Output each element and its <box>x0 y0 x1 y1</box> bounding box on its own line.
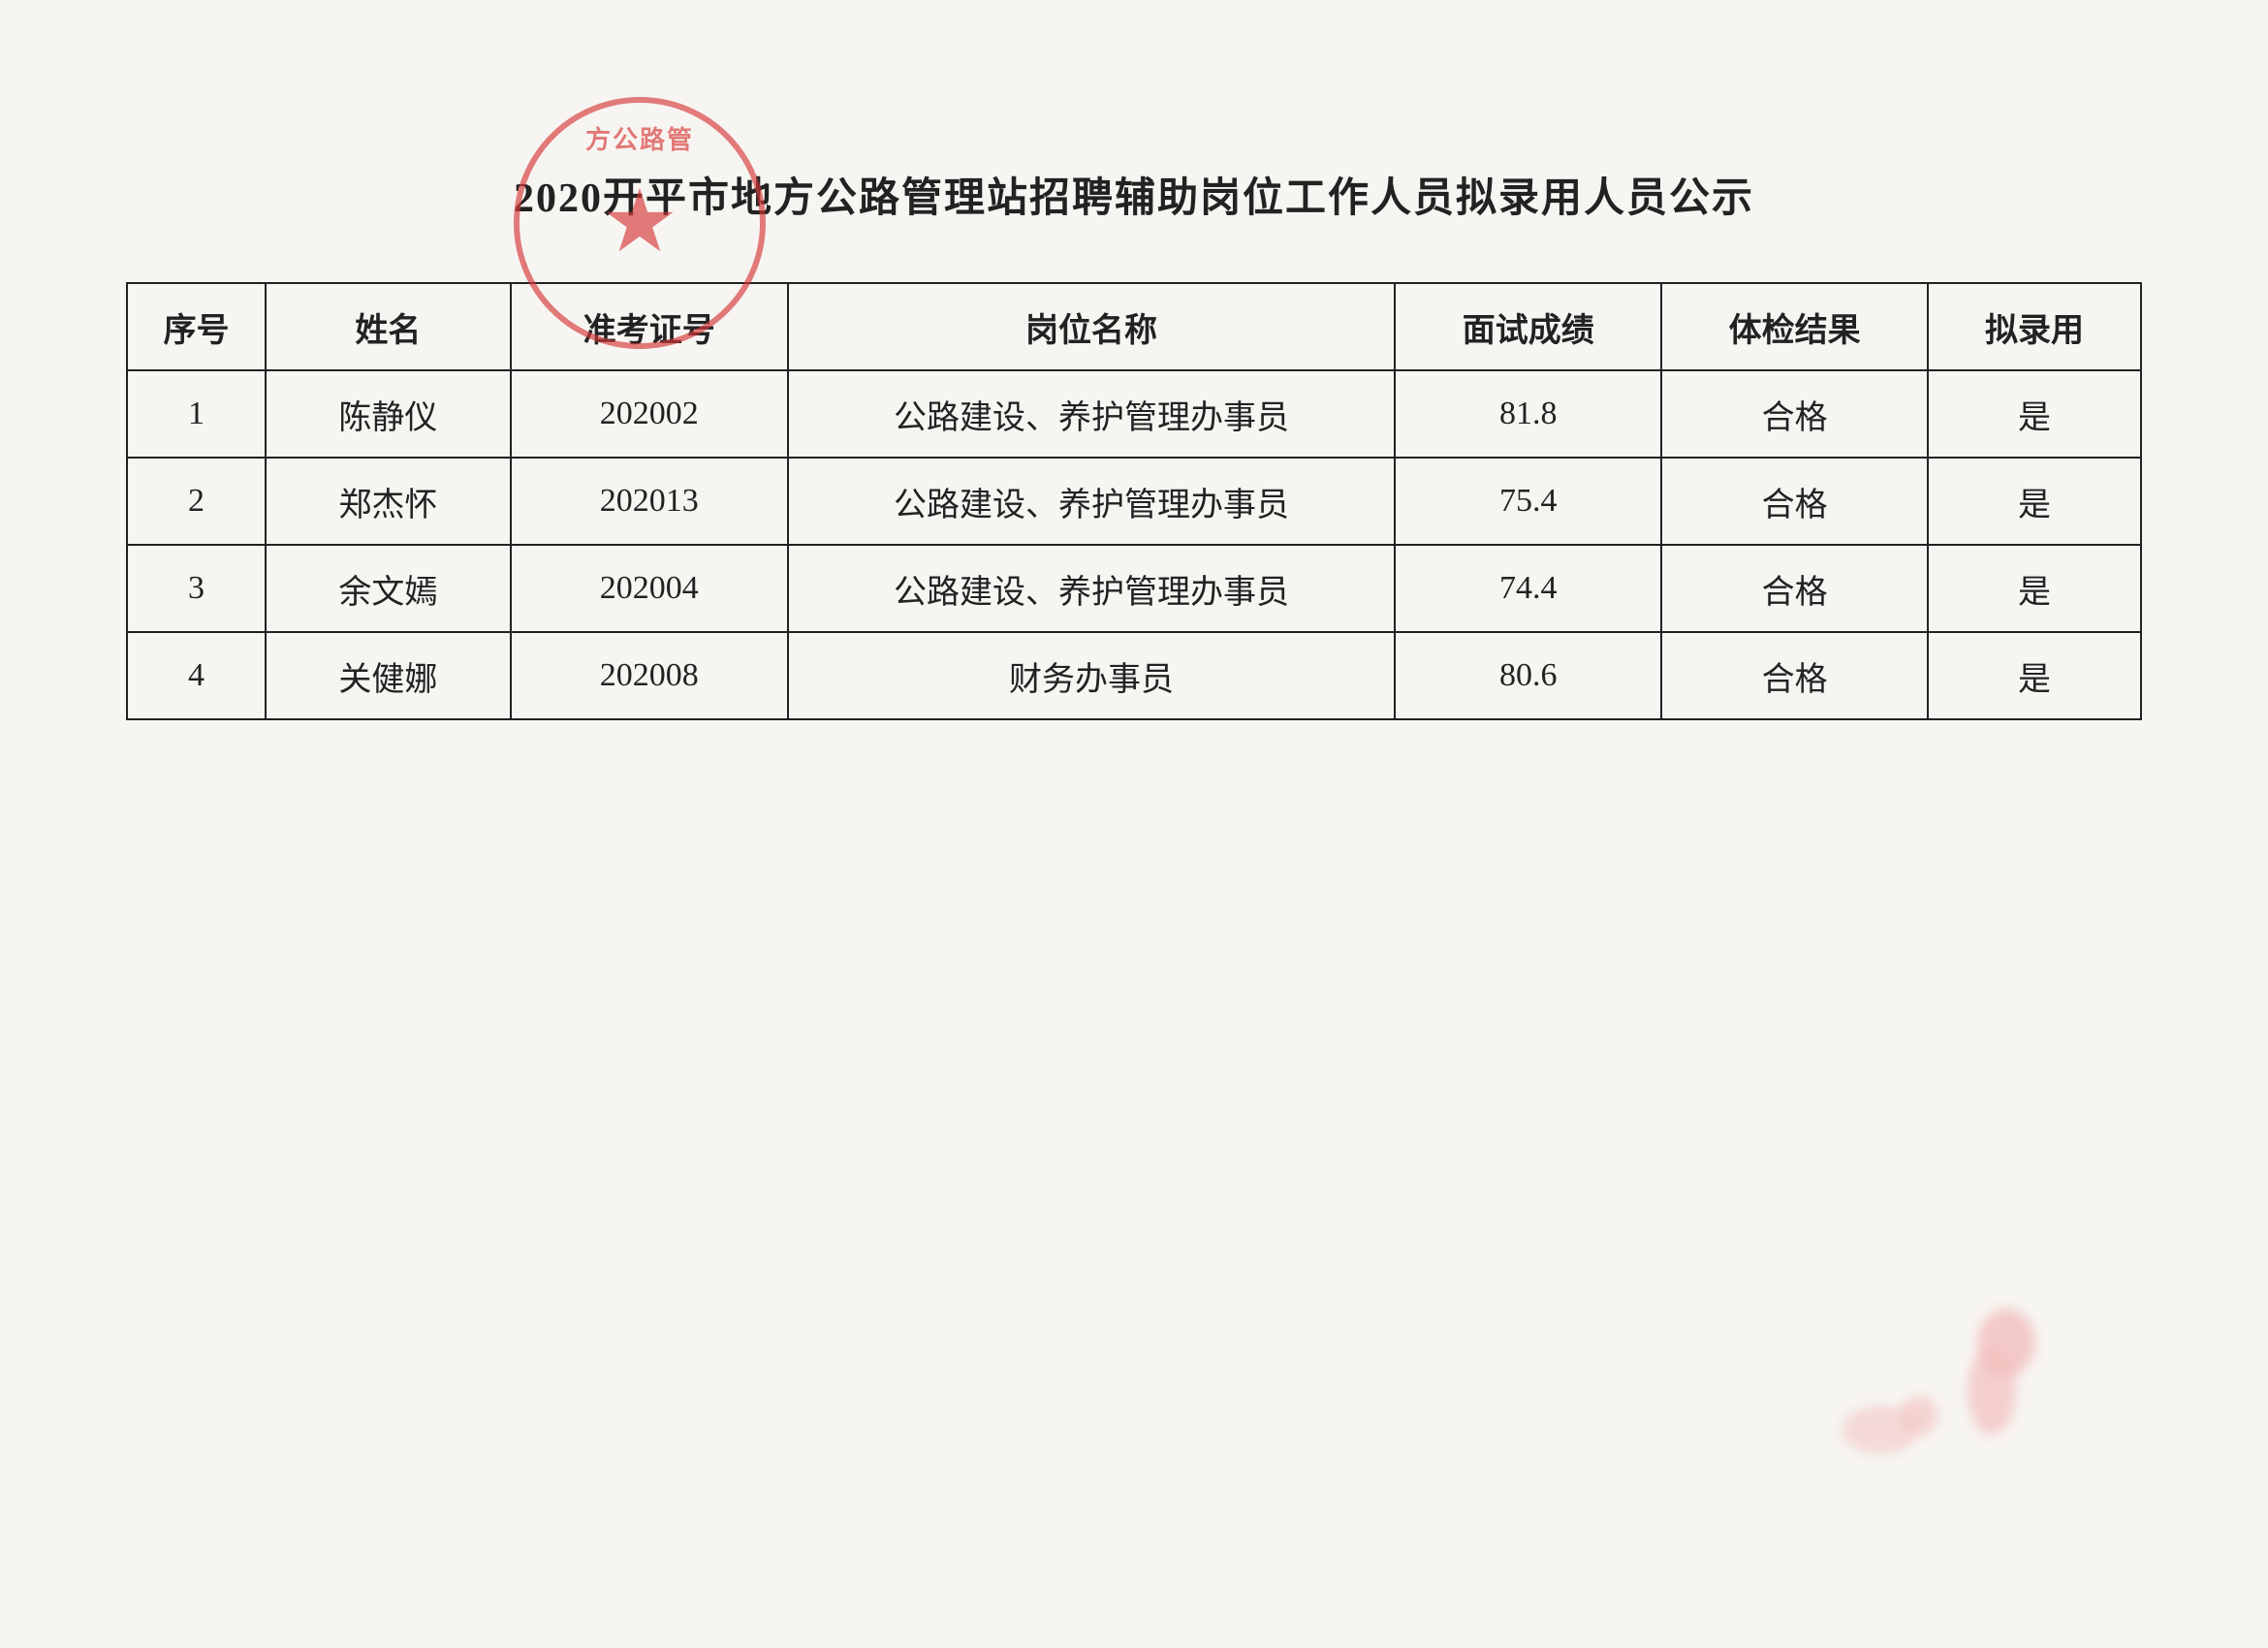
document-title: 2020开平市地方公路管理站招聘辅助岗位工作人员拟录用人员公示 <box>0 165 2268 224</box>
table-row: 1 陈静仪 202002 公路建设、养护管理办事员 81.8 合格 是 <box>127 370 2141 458</box>
col-header-position: 岗位名称 <box>788 283 1396 370</box>
table-header-row: 序号 姓名 准考证号 岗位名称 面试成绩 体检结果 拟录用 <box>127 283 2141 370</box>
table-row: 4 关健娜 202008 财务办事员 80.6 合格 是 <box>127 632 2141 719</box>
cell-index: 3 <box>127 545 266 632</box>
cell-position: 公路建设、养护管理办事员 <box>788 370 1396 458</box>
cell-score: 75.4 <box>1395 458 1661 545</box>
cell-score: 74.4 <box>1395 545 1661 632</box>
cell-name: 陈静仪 <box>266 370 511 458</box>
stamp-text: 方公路管 <box>585 120 694 156</box>
col-header-name: 姓名 <box>266 283 511 370</box>
table-row: 3 余文嫣 202004 公路建设、养护管理办事员 74.4 合格 是 <box>127 545 2141 632</box>
cell-hire: 是 <box>1928 632 2141 719</box>
cell-health: 合格 <box>1661 458 1928 545</box>
cell-index: 4 <box>127 632 266 719</box>
cell-index: 1 <box>127 370 266 458</box>
cell-health: 合格 <box>1661 632 1928 719</box>
col-header-index: 序号 <box>127 283 266 370</box>
candidates-table: 序号 姓名 准考证号 岗位名称 面试成绩 体检结果 拟录用 1 陈静仪 2020… <box>126 282 2142 720</box>
cell-health: 合格 <box>1661 545 1928 632</box>
cell-hire: 是 <box>1928 545 2141 632</box>
official-stamp: 方公路管 ★ <box>514 97 766 349</box>
cell-exam-id: 202008 <box>511 632 788 719</box>
cell-index: 2 <box>127 458 266 545</box>
smudge-part <box>1977 1309 2035 1377</box>
ink-smudge <box>1783 1299 2074 1474</box>
cell-name: 关健娜 <box>266 632 511 719</box>
col-header-health: 体检结果 <box>1661 283 1928 370</box>
smudge-part <box>1900 1396 1938 1435</box>
cell-hire: 是 <box>1928 370 2141 458</box>
cell-name: 余文嫣 <box>266 545 511 632</box>
stamp-ring-text: 方公路管 <box>520 103 760 343</box>
smudge-part <box>1842 1406 1919 1454</box>
cell-health: 合格 <box>1661 370 1928 458</box>
smudge-part <box>1968 1347 2016 1435</box>
col-header-score: 面试成绩 <box>1395 283 1661 370</box>
cell-exam-id: 202004 <box>511 545 788 632</box>
cell-position: 财务办事员 <box>788 632 1396 719</box>
cell-position: 公路建设、养护管理办事员 <box>788 545 1396 632</box>
cell-exam-id: 202013 <box>511 458 788 545</box>
cell-score: 81.8 <box>1395 370 1661 458</box>
cell-exam-id: 202002 <box>511 370 788 458</box>
cell-position: 公路建设、养护管理办事员 <box>788 458 1396 545</box>
cell-hire: 是 <box>1928 458 2141 545</box>
table-row: 2 郑杰怀 202013 公路建设、养护管理办事员 75.4 合格 是 <box>127 458 2141 545</box>
cell-score: 80.6 <box>1395 632 1661 719</box>
cell-name: 郑杰怀 <box>266 458 511 545</box>
document-page: 方公路管 ★ 2020开平市地方公路管理站招聘辅助岗位工作人员拟录用人员公示 序… <box>0 0 2268 1648</box>
col-header-hire: 拟录用 <box>1928 283 2141 370</box>
